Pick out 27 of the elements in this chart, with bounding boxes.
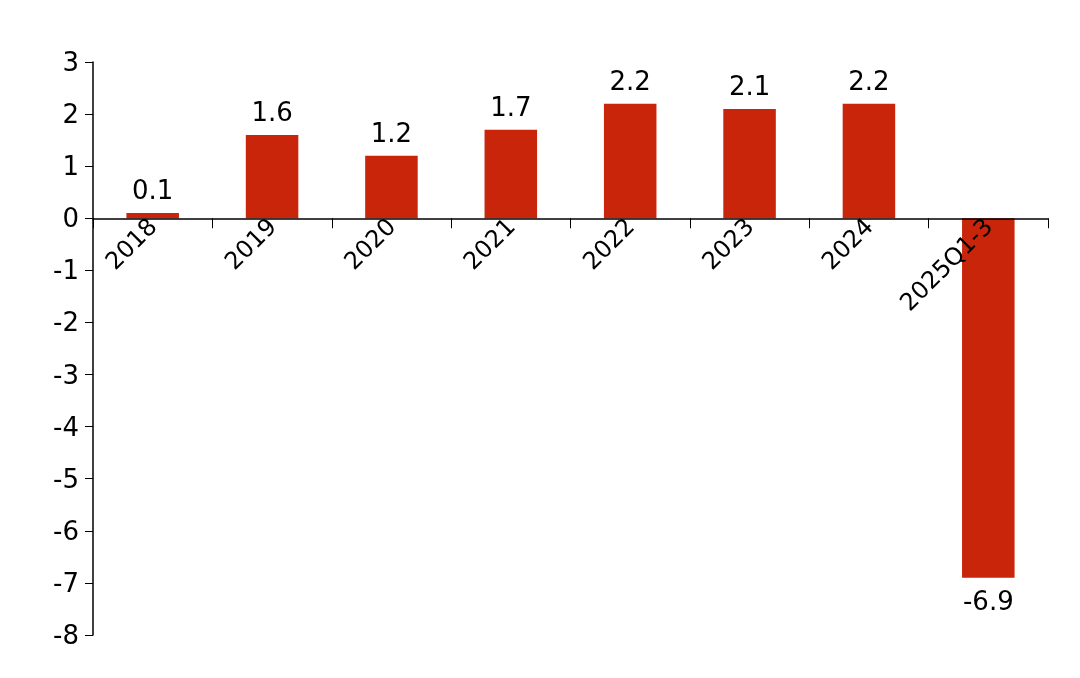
y-tick-label: -4 (53, 411, 79, 442)
bar (126, 213, 179, 219)
y-tick-label: -8 (53, 620, 79, 650)
y-tick-label: 0 (62, 203, 79, 234)
data-label: 1.6 (251, 96, 293, 127)
y-tick-label: -5 (53, 463, 79, 494)
data-label: 2.2 (609, 65, 651, 96)
y-tick-label: 3 (62, 47, 79, 77)
bar (365, 155, 418, 219)
y-tick-label: -7 (53, 567, 79, 598)
y-tick-label: 1 (62, 151, 79, 182)
data-label: 0.1 (132, 175, 174, 206)
y-tick-label: -6 (53, 515, 79, 546)
data-label: 1.2 (370, 117, 413, 148)
bar (723, 108, 776, 219)
data-label: 1.7 (490, 91, 532, 122)
y-tick-label: -1 (53, 255, 79, 286)
data-label: 2.2 (848, 65, 890, 96)
bar (603, 103, 657, 219)
data-label: -6.9 (962, 585, 1014, 616)
y-tick-label: -2 (53, 307, 79, 338)
y-tick-label: 2 (62, 99, 79, 130)
y-tick-label: -3 (53, 359, 79, 390)
data-label: 2.1 (728, 70, 771, 101)
bar (245, 134, 299, 219)
bar (842, 103, 896, 219)
bar (484, 129, 538, 219)
